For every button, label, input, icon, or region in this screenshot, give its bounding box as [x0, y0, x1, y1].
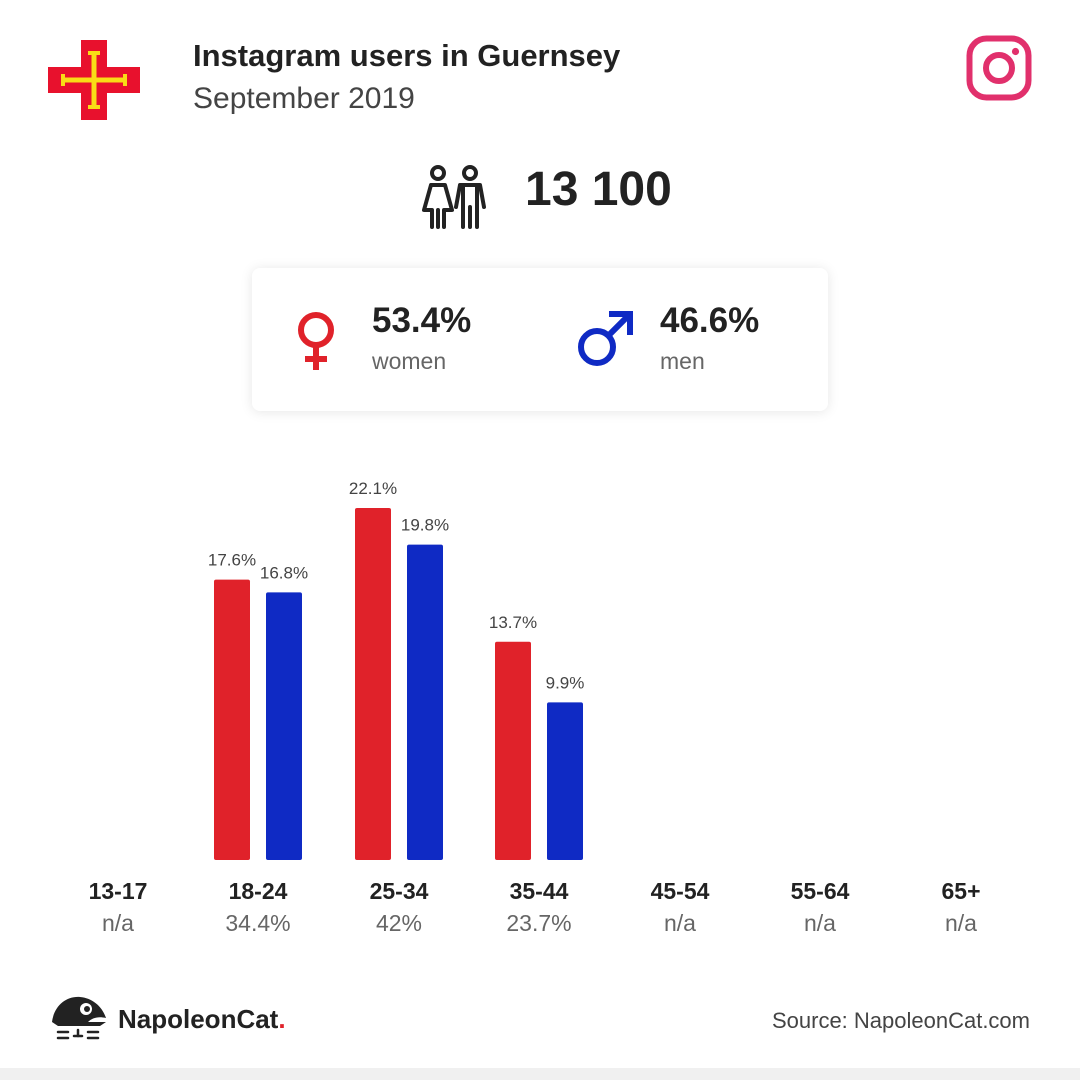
page-subtitle: September 2019	[193, 82, 415, 115]
source-text: Source: NapoleonCat.com	[771, 1008, 1030, 1033]
age-category-label: 25-34	[369, 878, 429, 904]
age-category-label: 18-24	[228, 878, 288, 904]
men-percentage: 46.6%	[660, 301, 760, 340]
bar-25-34-series-1	[407, 544, 443, 860]
brand-dot: .	[278, 1004, 286, 1034]
bar-value-label: 13.7%	[489, 613, 537, 632]
men-label: men	[660, 348, 705, 374]
bar-18-24-series-0	[214, 579, 250, 860]
age-category-total: n/a	[945, 910, 977, 936]
age-category-total: 34.4%	[225, 910, 291, 936]
age-category-total: 42%	[375, 910, 423, 936]
male-symbol-icon	[578, 311, 633, 366]
age-category-label: 65+	[941, 878, 981, 904]
napoleoncat-brand: NapoleonCat.	[118, 1004, 286, 1035]
bar-value-label: 9.9%	[546, 673, 585, 692]
total-users-value: 13 100	[525, 163, 672, 216]
bar-value-label: 22.1%	[349, 479, 397, 498]
age-category-total: n/a	[102, 910, 134, 936]
female-symbol-icon	[298, 312, 334, 370]
age-category-total: n/a	[664, 910, 696, 936]
instagram-icon	[966, 35, 1032, 101]
age-category-total: 23.7%	[506, 910, 572, 936]
age-category-label: 35-44	[509, 878, 569, 904]
bar-value-label: 16.8%	[260, 563, 308, 582]
bar-18-24-series-1	[266, 592, 302, 860]
women-percentage: 53.4%	[372, 301, 472, 340]
age-gender-bar-chart: 17.6%16.8% 22.1%19.8% 13.7% 9.9%	[208, 479, 585, 860]
napoleoncat-logo-icon	[52, 996, 106, 1040]
guernsey-flag-icon	[48, 40, 140, 120]
brand-name: NapoleonCat	[118, 1004, 279, 1034]
bar-35-44-series-0	[495, 641, 531, 860]
bar-value-label: 19.8%	[401, 516, 449, 535]
age-category-label: 45-54	[650, 878, 710, 904]
age-category-label: 13-17	[88, 878, 148, 904]
users-icon	[422, 165, 486, 229]
gender-split-card: 53.4% women 46.6% men	[252, 268, 828, 411]
age-category-total: n/a	[804, 910, 836, 936]
women-label: women	[372, 348, 447, 374]
bar-25-34-series-0	[355, 508, 391, 860]
bar-35-44-series-1	[547, 702, 583, 860]
bottom-strip	[0, 1068, 1080, 1080]
bar-value-label: 17.6%	[208, 551, 256, 570]
age-category-label: 55-64	[790, 878, 850, 904]
page-title: Instagram users in Guernsey	[193, 38, 621, 73]
